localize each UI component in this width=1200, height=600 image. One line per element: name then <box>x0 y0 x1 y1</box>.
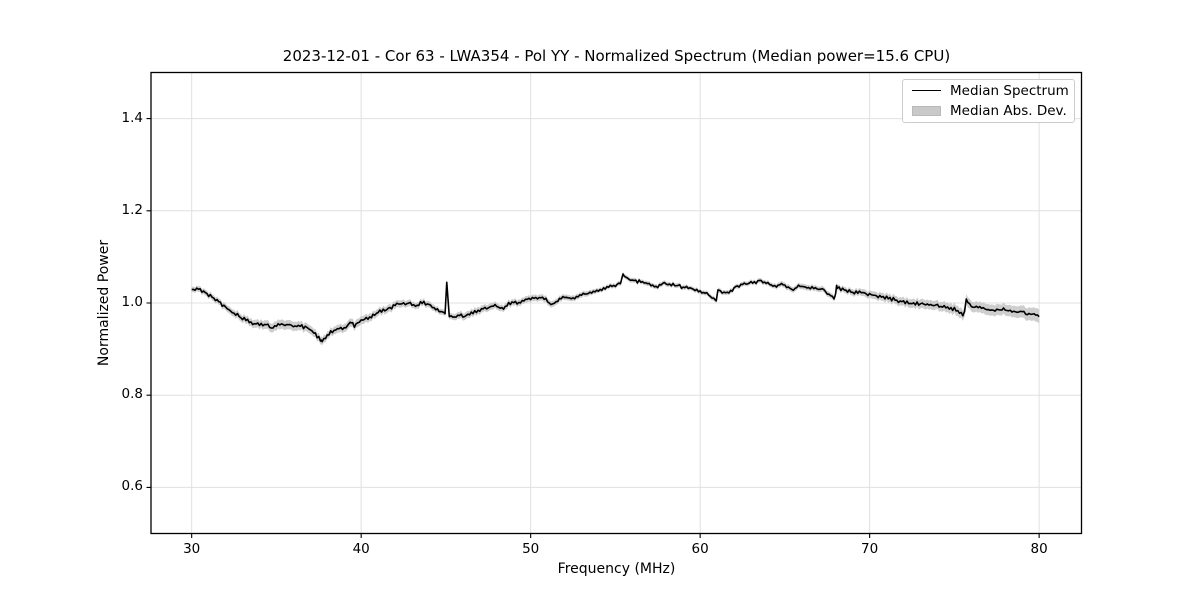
tick-marks <box>146 118 1040 538</box>
legend-label-median-abs-dev: Median Abs. Dev. <box>950 103 1067 120</box>
legend-label-median-spectrum: Median Spectrum <box>950 82 1069 99</box>
legend: Median Spectrum Median Abs. Dev. <box>902 79 1075 123</box>
median-abs-dev-patch-swatch-icon <box>912 106 941 117</box>
x-axis-label: Frequency (MHz) <box>557 561 676 577</box>
median-spectrum-line <box>191 273 1040 343</box>
median-abs-dev-band <box>191 271 1040 346</box>
chart-title: 2023-12-01 - Cor 63 - LWA354 - Pol YY - … <box>282 47 951 65</box>
legend-item-median-abs-dev: Median Abs. Dev. <box>903 102 1074 121</box>
median-spectrum-line-swatch-icon <box>912 90 941 92</box>
y-axis-label: Normalized Power <box>96 239 112 367</box>
legend-item-median-spectrum: Median Spectrum <box>903 81 1074 100</box>
